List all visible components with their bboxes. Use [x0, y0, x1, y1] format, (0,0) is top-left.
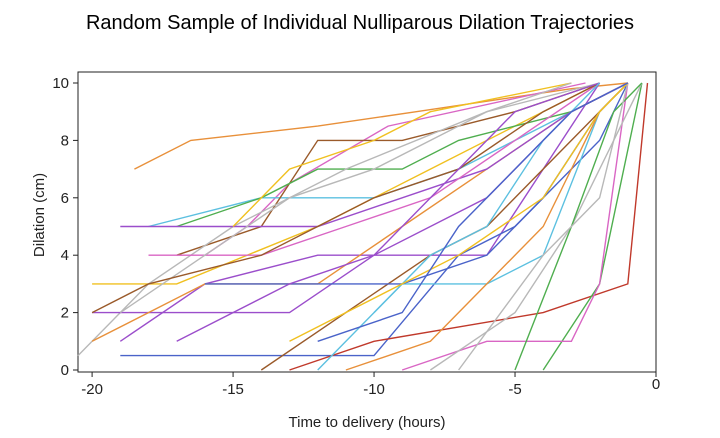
x-axis-label: Time to delivery (hours) — [289, 414, 446, 431]
x-tick-label: -15 — [222, 381, 244, 398]
series-line-26 — [176, 82, 600, 342]
x-tick-label: -5 — [508, 381, 521, 398]
series-line-30 — [317, 82, 629, 342]
y-tick-label: 0 — [61, 362, 69, 379]
series-line-18 — [120, 82, 629, 228]
chart-title: Random Sample of Individual Nulliparous … — [85, 12, 635, 34]
y-tick-label: 4 — [61, 247, 69, 264]
y-tick-label: 2 — [61, 305, 69, 322]
series-line-29 — [289, 82, 629, 342]
y-tick-label: 8 — [61, 132, 69, 149]
series-line-19 — [232, 82, 572, 227]
y-tick-label: 6 — [61, 190, 69, 207]
y-tick-label: 10 — [52, 75, 69, 92]
x-ticks: -20 -15 -10 -5 0 — [81, 372, 660, 398]
series-layer — [77, 82, 649, 371]
x-tick-label: -10 — [363, 381, 385, 398]
series-line-21 — [514, 82, 643, 371]
x-tick-label: -20 — [81, 381, 103, 398]
series-line-15 — [317, 82, 629, 371]
y-ticks: 0 2 4 6 8 10 — [52, 75, 78, 379]
series-line-1 — [134, 82, 628, 170]
series-line-28 — [458, 82, 629, 371]
series-line-3 — [119, 82, 601, 342]
series-line-7 — [92, 82, 600, 285]
y-axis-label: Dilation (cm) — [31, 173, 48, 257]
plot-frame — [77, 71, 657, 373]
series-line-25 — [91, 82, 600, 314]
series-line-12 — [289, 82, 649, 371]
series-line-24 — [119, 82, 572, 314]
series-line-22 — [148, 82, 600, 256]
x-tick-label: 0 — [652, 376, 660, 393]
